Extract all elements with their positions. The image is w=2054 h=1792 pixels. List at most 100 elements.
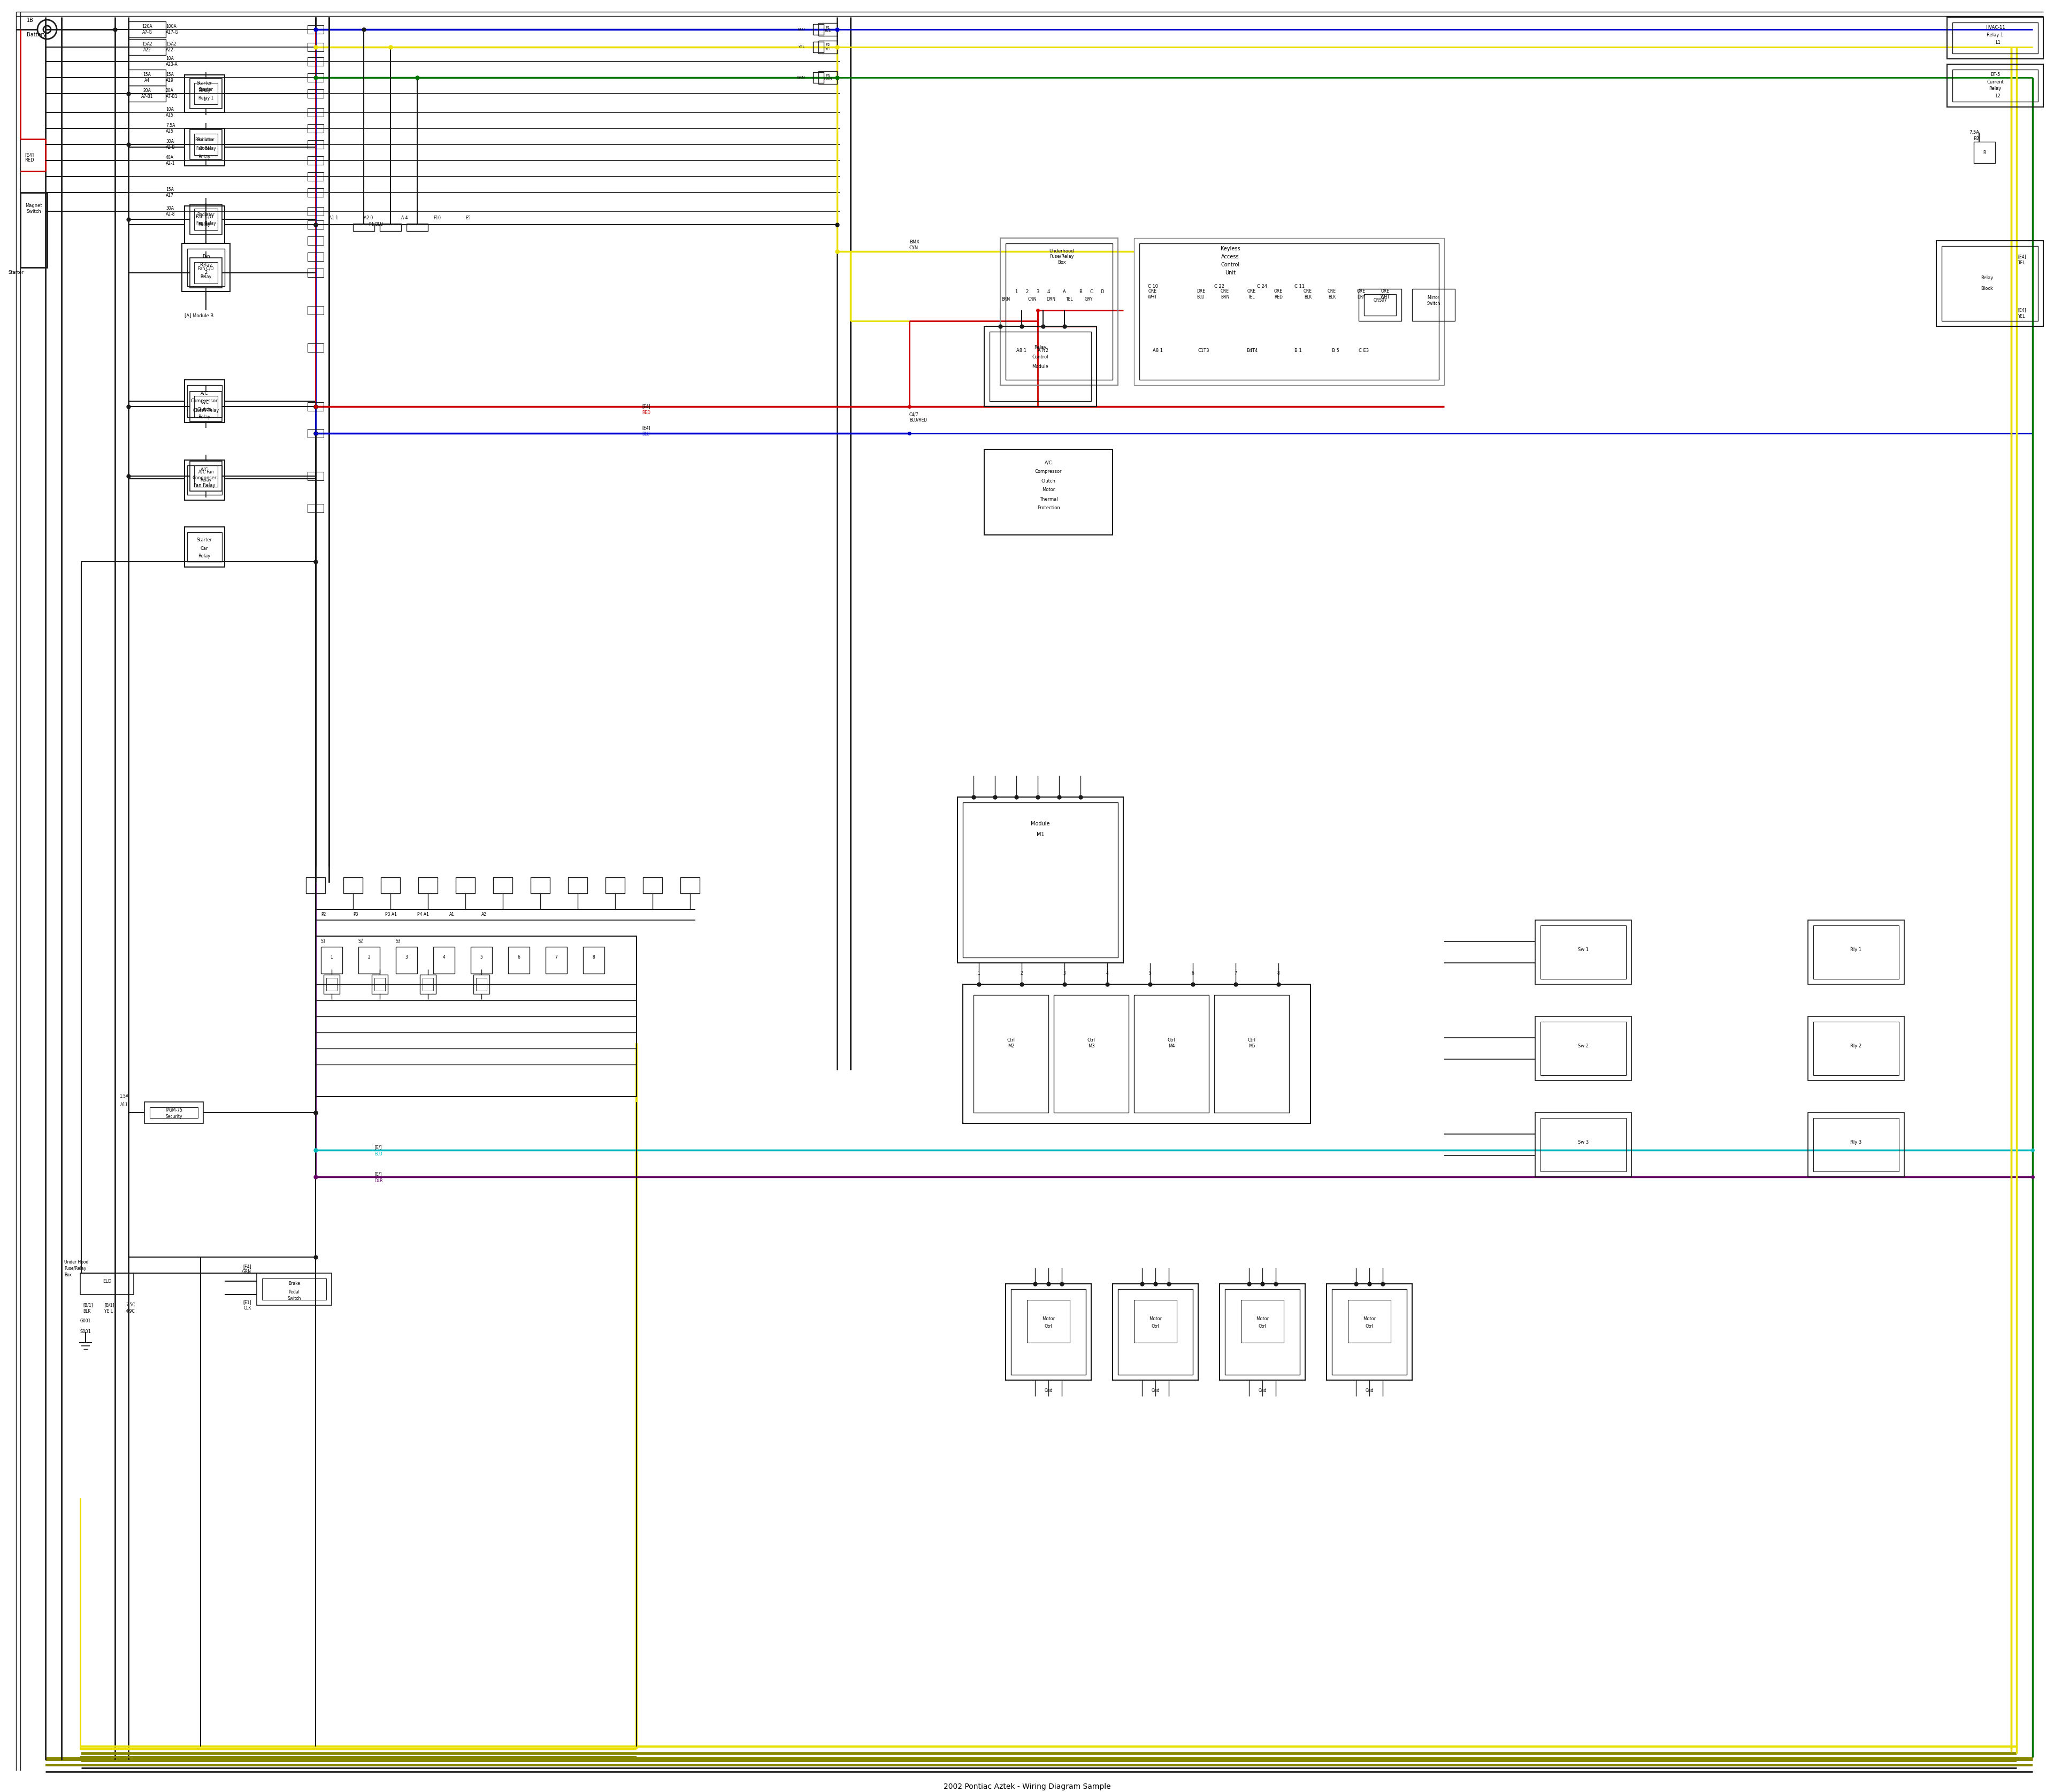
Text: Ctrl
M3: Ctrl M3 xyxy=(1087,1038,1095,1048)
Bar xyxy=(423,978,433,991)
Text: Relay: Relay xyxy=(199,262,212,267)
Text: ORE
WHT: ORE WHT xyxy=(1148,289,1158,299)
Bar xyxy=(195,82,218,104)
Bar xyxy=(308,220,325,229)
Text: 15A
A19: 15A A19 xyxy=(166,72,175,82)
Text: DRE
BLU: DRE BLU xyxy=(1197,289,1206,299)
Text: Relay: Relay xyxy=(1980,276,1992,281)
Bar xyxy=(189,79,222,109)
Bar xyxy=(1358,289,1401,321)
Text: CRN: CRN xyxy=(1027,297,1037,303)
Bar xyxy=(127,86,166,102)
Text: P3 A1: P3 A1 xyxy=(386,912,396,918)
Bar xyxy=(189,129,222,159)
Text: C E3: C E3 xyxy=(1358,348,1368,353)
Bar xyxy=(308,344,325,351)
Text: Ctrl
M2: Ctrl M2 xyxy=(1006,1038,1015,1048)
Text: C 24: C 24 xyxy=(1257,283,1267,289)
Text: 2: 2 xyxy=(1021,971,1023,977)
Bar xyxy=(1113,1283,1197,1380)
Bar xyxy=(407,224,427,231)
Text: BLK: BLK xyxy=(82,1310,90,1314)
Text: Condenser: Condenser xyxy=(193,475,216,480)
Text: 4: 4 xyxy=(444,955,446,961)
Bar xyxy=(1953,70,2038,102)
Text: 30A
A2-B: 30A A2-B xyxy=(166,140,175,149)
Text: ORE
BRN: ORE BRN xyxy=(1220,289,1228,299)
Bar xyxy=(185,527,224,566)
Text: Relay 1: Relay 1 xyxy=(199,95,214,100)
Text: Access: Access xyxy=(1222,254,1239,260)
Bar xyxy=(1220,1283,1304,1380)
Text: Radiator: Radiator xyxy=(197,213,216,217)
Text: Cool: Cool xyxy=(199,147,210,151)
Text: DLR: DLR xyxy=(374,1177,382,1183)
Bar xyxy=(185,129,224,167)
Text: 1.5A: 1.5A xyxy=(119,1095,127,1098)
Text: Clutch Relay: Clutch Relay xyxy=(193,409,220,414)
Text: RED: RED xyxy=(641,410,651,416)
Text: Fuse/Relay: Fuse/Relay xyxy=(64,1267,86,1271)
Text: [B/1]: [B/1] xyxy=(82,1303,92,1308)
Text: 120A
A7-G: 120A A7-G xyxy=(142,25,152,34)
Bar xyxy=(984,450,1113,536)
Bar xyxy=(306,878,325,894)
Text: A/C: A/C xyxy=(1045,461,1052,466)
Text: D: D xyxy=(1101,289,1103,294)
Text: YEL: YEL xyxy=(799,45,805,48)
Text: Current: Current xyxy=(1986,79,2005,84)
Bar xyxy=(817,23,838,36)
Text: [A] Module B: [A] Module B xyxy=(185,314,214,317)
Text: B 5: B 5 xyxy=(1331,348,1339,353)
Text: Gnd: Gnd xyxy=(1366,1389,1374,1392)
Text: C4/7
BLU/RED: C4/7 BLU/RED xyxy=(910,412,926,423)
Bar xyxy=(1224,1288,1300,1374)
Text: Relay: Relay xyxy=(197,554,212,559)
Text: ORS07: ORS07 xyxy=(1374,297,1386,303)
Bar xyxy=(195,466,218,487)
Bar xyxy=(308,156,325,165)
Text: Keyless: Keyless xyxy=(1220,246,1241,251)
Text: A/C Fan: A/C Fan xyxy=(199,470,214,475)
Bar xyxy=(1974,142,1994,163)
Bar xyxy=(1140,244,1440,380)
Text: 4: 4 xyxy=(1048,289,1050,294)
Bar xyxy=(187,466,222,495)
Text: 100A
A17-G: 100A A17-G xyxy=(166,25,179,34)
Text: Car: Car xyxy=(201,547,207,550)
Bar xyxy=(1134,995,1210,1113)
Text: 20A
A7-B1: 20A A7-B1 xyxy=(166,88,179,99)
Text: Motor: Motor xyxy=(1364,1315,1376,1321)
Bar xyxy=(396,946,417,973)
Text: 1: 1 xyxy=(203,97,205,102)
Bar xyxy=(127,70,166,86)
Text: Fan C/O: Fan C/O xyxy=(195,215,214,219)
Bar xyxy=(372,975,388,995)
Bar xyxy=(1540,1118,1627,1172)
Text: Under Hood: Under Hood xyxy=(64,1260,88,1265)
Bar xyxy=(1214,995,1290,1113)
Text: Relay: Relay xyxy=(1988,86,2001,91)
Text: Switch: Switch xyxy=(288,1296,302,1301)
Text: Pedal: Pedal xyxy=(290,1290,300,1294)
Text: Box: Box xyxy=(64,1272,72,1278)
Bar xyxy=(380,224,401,231)
Bar xyxy=(813,41,824,52)
Bar xyxy=(195,134,218,156)
Text: Clutch: Clutch xyxy=(1041,478,1056,484)
Text: Control: Control xyxy=(1220,262,1241,267)
Bar xyxy=(1117,1288,1193,1374)
Text: ORE
WHT: ORE WHT xyxy=(1380,289,1391,299)
Text: R: R xyxy=(1982,151,1986,154)
Text: F10: F10 xyxy=(433,215,442,220)
Text: B 1: B 1 xyxy=(1294,348,1302,353)
Text: Unit: Unit xyxy=(1224,271,1237,276)
Bar xyxy=(433,946,454,973)
Bar xyxy=(374,978,386,991)
Text: Starter: Starter xyxy=(197,538,212,543)
Text: 7: 7 xyxy=(1234,971,1237,977)
Bar xyxy=(150,1107,197,1118)
Bar xyxy=(1534,1016,1631,1081)
Text: A8 1: A8 1 xyxy=(1152,348,1163,353)
Text: A1 1: A1 1 xyxy=(329,215,339,220)
